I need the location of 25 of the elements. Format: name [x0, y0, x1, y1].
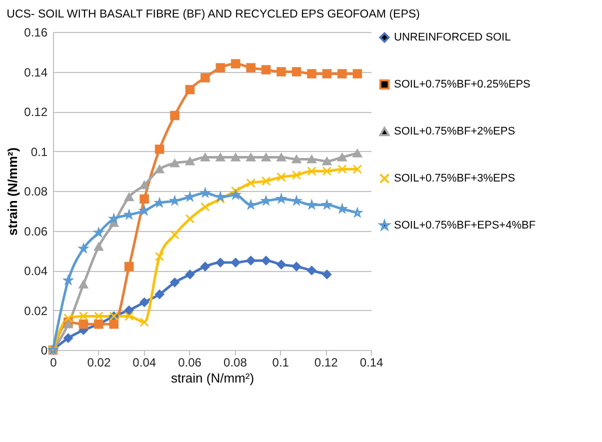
y-tick-label: 0.08	[24, 184, 48, 198]
legend-label: SOIL+0.75%BF+0.25%EPS	[394, 78, 530, 90]
x-tick-label: 0.06	[178, 356, 202, 370]
x-tick-label: 0	[50, 356, 58, 370]
y-tick-label: 0	[40, 344, 48, 358]
legend-label: SOIL+0.75%BF+EPS+4%BF	[394, 220, 536, 232]
x-tick-label: 0.1	[272, 356, 290, 370]
legend-label: UNREINFORCED SOIL	[394, 32, 511, 44]
y-tick-label: 0.02	[24, 304, 48, 318]
x-tick-label: 0.12	[314, 356, 338, 370]
y-tick-label: 0.12	[24, 105, 48, 119]
y-tick-label: 0.1	[30, 144, 48, 159]
y-axis-title: strain (N/mm²)	[5, 147, 20, 236]
x-tick-label: 0.08	[224, 356, 248, 370]
y-tick-label: 0.14	[24, 65, 48, 80]
chart-title: UCS- SOIL WITH BASALT FIBRE (BF) AND RECYCLED EPS GEOFOAM (EPS)	[6, 8, 420, 20]
legend-label: SOIL+0.75%BF+3%EPS	[394, 172, 516, 184]
x-tick-label: 0.14	[360, 356, 384, 370]
x-tick-label: 0.02	[87, 356, 111, 370]
x-axis-title: strain (N/mm²)	[170, 370, 254, 386]
y-tick-label: 0.04	[24, 264, 48, 278]
y-tick-label: 0.16	[24, 26, 48, 40]
y-tick-label: 0.06	[24, 224, 48, 238]
legend-label: SOIL+0.75%BF+2%EPS	[394, 126, 516, 138]
x-tick-label: 0.04	[132, 356, 156, 370]
